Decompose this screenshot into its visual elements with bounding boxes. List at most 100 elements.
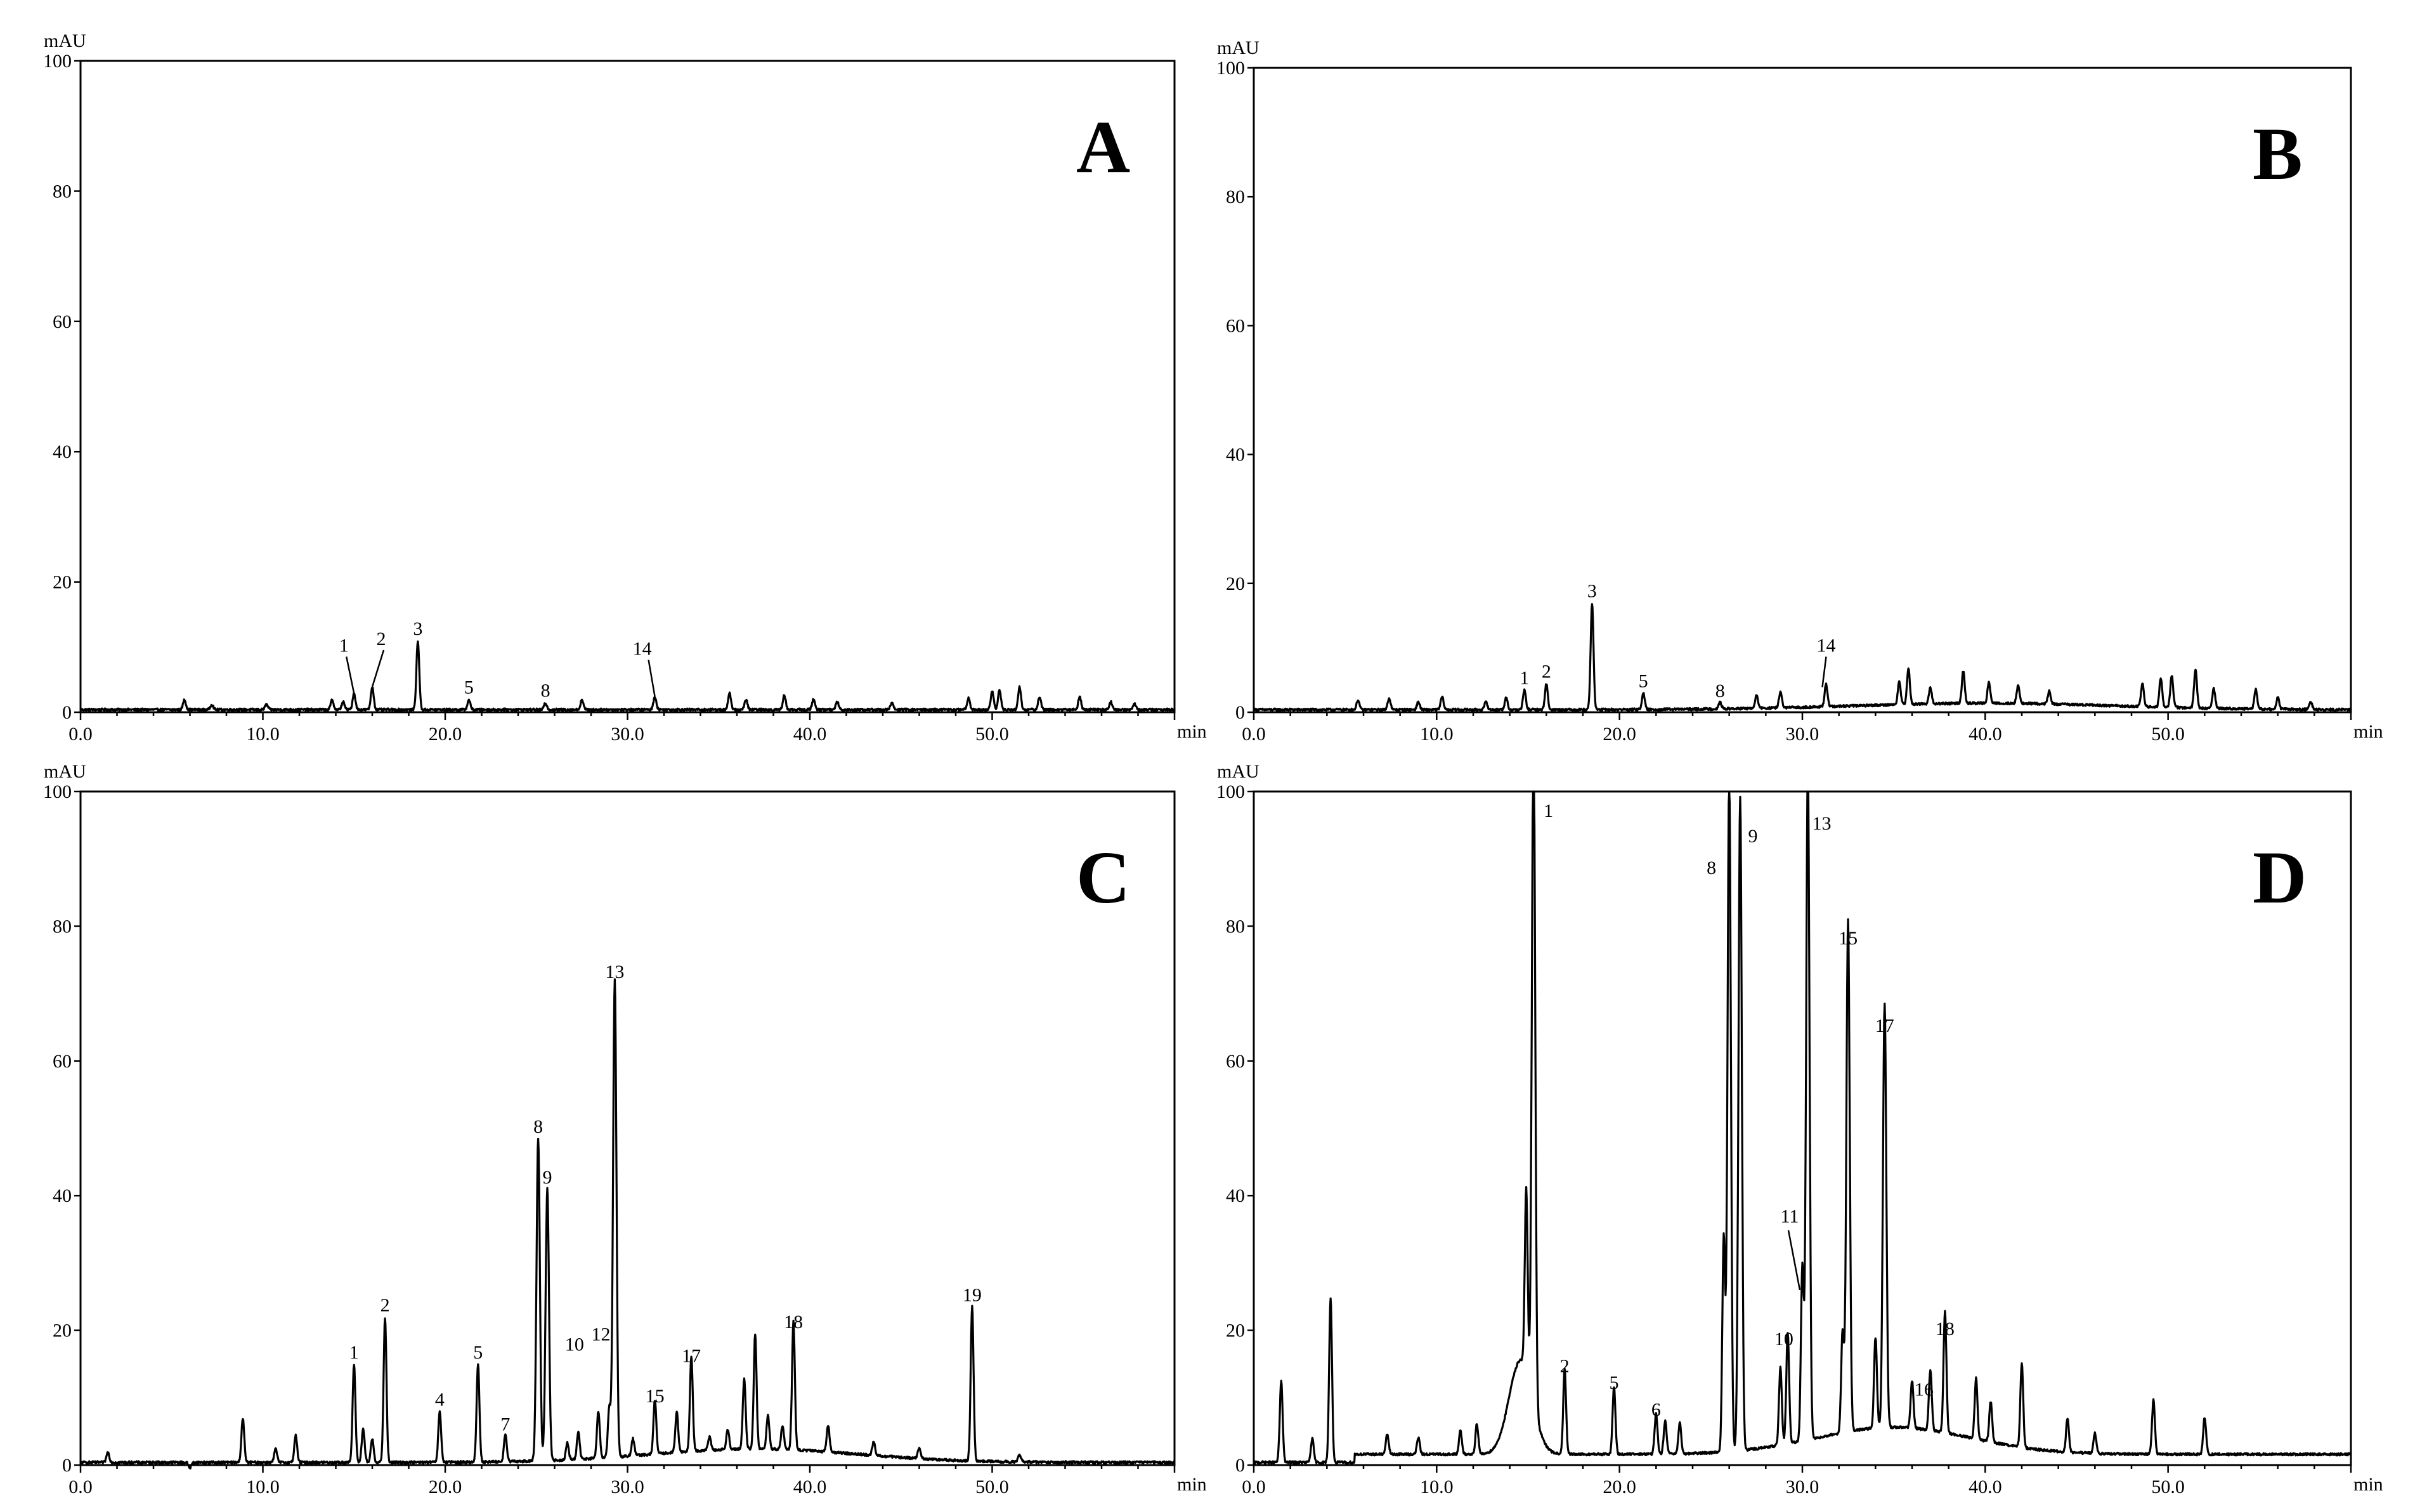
panel-d-peak-label-8: 8 (1707, 857, 1716, 878)
panel-d-x-axis-unit: min (2353, 1474, 2383, 1495)
panel-a-x-tick-label: 20.0 (429, 724, 462, 745)
panel-c-peak-label-17: 17 (682, 1345, 701, 1366)
panel-d-y-tick-label: 40 (1226, 1185, 1245, 1206)
panel-a-y-axis-unit: mAU (44, 30, 86, 51)
panel-d-peak-11-leader (1787, 1230, 1801, 1291)
panel-c-letter: C (1076, 836, 1130, 919)
panel-b-y-axis-unit: mAU (1217, 37, 1259, 58)
panel-b-peak-label-8: 8 (1715, 681, 1725, 701)
panel-a-x-tick-label: 30.0 (611, 724, 644, 745)
panel-a: 0 20 40 60 80 100 0.0 10.0 20.0 30.0 40.0 50.0 mAU mi… (43, 30, 1207, 745)
panel-d-y-tick-label: 20 (1226, 1320, 1245, 1341)
panel-b-y-tick-label: 100 (1216, 58, 1245, 79)
panel-b-peak-label-2: 2 (1542, 661, 1551, 682)
panel-a-y-tick-label: 60 (53, 311, 72, 332)
panel-d-y-tick-label: 100 (1216, 781, 1245, 802)
panel-a-y-tick-label: 40 (53, 441, 72, 462)
panel-a-letter: A (1076, 105, 1130, 188)
panel-d-peak-label-16: 16 (1915, 1379, 1934, 1400)
panel-b-y-tick-label: 0 (1235, 702, 1245, 723)
panel-a-y-tick-label: 80 (53, 181, 72, 202)
panel-c-chromatogram-trace (80, 978, 1176, 1470)
panel-d-y-axis-unit: mAU (1217, 761, 1259, 782)
panel-c-plot-frame (79, 790, 1176, 1466)
panel-c-x-tick-label: 30.0 (611, 1476, 644, 1497)
panel-b-x-axis-unit: min (2353, 721, 2383, 742)
panel-c-peak-label-5: 5 (473, 1342, 483, 1363)
panel-c-peak-label-15: 15 (646, 1386, 665, 1407)
panel-d-peak-label-10: 10 (1774, 1329, 1793, 1350)
panel-c-peak-label-10: 10 (565, 1334, 584, 1355)
panel-d-plot-frame (1253, 790, 2352, 1466)
panel-d-x-tick-label: 30.0 (1786, 1476, 1819, 1497)
panel-b-x-tick-label: 10.0 (1420, 724, 1454, 745)
panel-b-peak-label-5: 5 (1639, 671, 1648, 692)
panel-c-peak-label-19: 19 (963, 1285, 982, 1306)
panel-a-peak-label-5: 5 (464, 677, 474, 698)
panel-d-peak-label-9: 9 (1748, 826, 1757, 847)
panel-d-chromatogram-trace (1253, 790, 2352, 1465)
panel-d-x-tick-label: 0.0 (1242, 1476, 1266, 1497)
panel-d-x-tick-label: 40.0 (1969, 1476, 2002, 1497)
panel-b-x-tick-label: 20.0 (1603, 724, 1636, 745)
panel-a-peak-1-leader (346, 656, 355, 694)
panel-b-peak-label-14: 14 (1816, 635, 1835, 656)
panel-a-y-tick-label: 0 (62, 702, 72, 723)
panel-a-x-tick-label: 10.0 (246, 724, 280, 745)
panel-c-x-tick-label: 40.0 (793, 1476, 827, 1497)
panel-d-y-tick-label: 80 (1226, 916, 1245, 937)
panel-a-y-tick-label: 20 (53, 572, 72, 593)
panel-b-y-tick-label: 60 (1226, 315, 1245, 336)
panel-a-chromatogram-trace (79, 640, 1176, 712)
panel-d-peak-label-11: 11 (1781, 1206, 1799, 1227)
panel-c-y-axis-unit: mAU (44, 761, 86, 782)
panel-b-y-tick-label: 20 (1226, 573, 1245, 594)
panel-c-x-tick-label: 20.0 (429, 1476, 462, 1497)
panel-a-x-tick-label: 40.0 (793, 724, 827, 745)
panel-d-peak-label-5: 5 (1610, 1372, 1619, 1393)
panel-c-peak-label-8: 8 (533, 1116, 543, 1137)
panel-c-peak-label-4: 4 (435, 1389, 445, 1410)
panel-c-y-tick-label: 80 (53, 916, 72, 937)
panel-a-x-tick-label: 0.0 (68, 724, 93, 745)
panel-d-y-tick-label: 0 (1235, 1455, 1245, 1476)
panel-d-x-tick-label: 50.0 (2151, 1476, 2185, 1497)
panel-c-peak-label-7: 7 (500, 1414, 510, 1435)
panel-a-peak-label-2: 2 (377, 629, 386, 649)
panel-b-x-tick-label: 0.0 (1242, 724, 1266, 745)
panel-c-y-tick-label: 20 (53, 1320, 72, 1341)
panel-b-x-tick-label: 30.0 (1786, 724, 1819, 745)
panel-b-plot-frame (1253, 67, 2352, 714)
panel-d-x-tick-label: 20.0 (1603, 1476, 1636, 1497)
panel-d-peak-label-13: 13 (1812, 813, 1832, 834)
panel-a-peak-label-1: 1 (339, 635, 349, 656)
panel-d-peak-label-15: 15 (1839, 928, 1858, 949)
panel-b-letter: B (2253, 112, 2303, 195)
panel-c-x-axis-unit: min (1177, 1474, 1207, 1495)
panel-b: 0 20 40 60 80 100 0.0 10.0 20.0 30.0 40.0 50.0 mAU mi… (1216, 37, 2383, 745)
panel-c-y-tick-label: 0 (62, 1455, 72, 1476)
panel-c-y-tick-label: 40 (53, 1185, 72, 1206)
panel-d-y-tick-label: 60 (1226, 1051, 1245, 1072)
panel-c-peak-label-18: 18 (784, 1312, 803, 1333)
panel-b-peak-label-1: 1 (1520, 668, 1529, 689)
panel-a-y-tick-label: 100 (43, 51, 72, 72)
panel-d-peak-label-2: 2 (1560, 1355, 1570, 1376)
panel-c: 0 20 40 60 80 100 0.0 10.0 20.0 30.0 40.0 50.0 mAU mi… (43, 761, 1207, 1497)
panel-b-peak-14-leader (1821, 656, 1827, 688)
panel-c-y-tick-label: 60 (53, 1051, 72, 1072)
panel-a-peak-2-leader (371, 649, 385, 688)
panel-d: 0 20 40 60 80 100 0.0 10.0 20.0 30.0 40.0 50.0 mAU mi… (1216, 761, 2383, 1497)
panel-b-y-tick-label: 80 (1226, 186, 1245, 207)
panel-b-y-tick-label: 40 (1226, 445, 1245, 466)
panel-c-peak-label-12: 12 (592, 1324, 611, 1345)
panel-d-x-tick-label: 10.0 (1420, 1476, 1454, 1497)
panel-a-x-axis-unit: min (1177, 721, 1207, 742)
panel-b-x-tick-label: 50.0 (2151, 724, 2185, 745)
panel-b-chromatogram-trace (1253, 603, 2352, 712)
panel-d-peak-label-17: 17 (1875, 1015, 1894, 1036)
panel-d-peak-label-6: 6 (1651, 1399, 1661, 1420)
panel-c-x-tick-label: 50.0 (975, 1476, 1009, 1497)
panel-b-x-tick-label: 40.0 (1969, 724, 2002, 745)
